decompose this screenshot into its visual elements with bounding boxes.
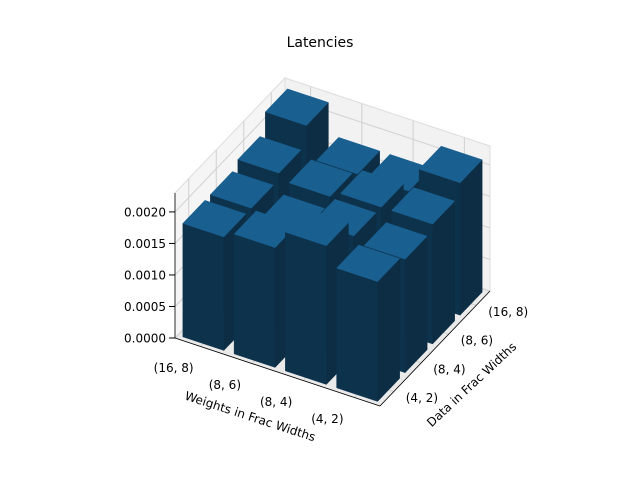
bar-front <box>336 267 378 402</box>
bar-top <box>336 244 401 282</box>
bar-top <box>182 200 247 238</box>
bar-top <box>237 136 302 174</box>
bar-top <box>339 170 404 208</box>
z-tick-label: 0.0015 <box>124 237 166 251</box>
bar-top <box>363 222 428 260</box>
y-tick-label: (4, 2) <box>406 391 438 405</box>
z-tick-label: 0.0000 <box>124 332 166 346</box>
bar-side <box>459 159 483 316</box>
x-tick-label: (8, 6) <box>209 378 241 392</box>
bar-front <box>285 231 327 385</box>
bar-top <box>391 187 456 225</box>
z-tick-label: 0.0010 <box>124 268 166 282</box>
z-tick-label: 0.0005 <box>124 300 166 314</box>
y-tick-label: (8, 6) <box>461 334 493 348</box>
bar-front <box>233 233 276 368</box>
bar-front <box>182 223 225 351</box>
bar-top <box>418 145 483 184</box>
bar-top <box>288 159 353 197</box>
bar-side <box>432 200 455 345</box>
x-axis <box>174 337 381 407</box>
y-tick-label: (8, 4) <box>433 362 465 376</box>
bar-top <box>209 171 274 209</box>
z-tick-label: 0.0020 <box>124 205 166 219</box>
bar-side <box>404 235 428 374</box>
x-tick-label: (4, 2) <box>311 412 343 426</box>
y-tick-label: (16, 8) <box>488 305 528 319</box>
y-axis-label: Data in Frac Widths <box>424 340 519 430</box>
bar-side <box>377 258 400 403</box>
y-axis <box>379 290 491 407</box>
bar <box>336 244 401 403</box>
bar-top <box>316 137 381 175</box>
bar-top <box>284 208 349 247</box>
x-tick-label: (8, 4) <box>260 395 292 409</box>
x-tick-label: (16, 8) <box>154 361 194 375</box>
bar-top <box>264 88 329 126</box>
x-axis-label: Weights in Frac Widths <box>183 389 317 444</box>
chart-title: Latencies <box>287 35 354 51</box>
